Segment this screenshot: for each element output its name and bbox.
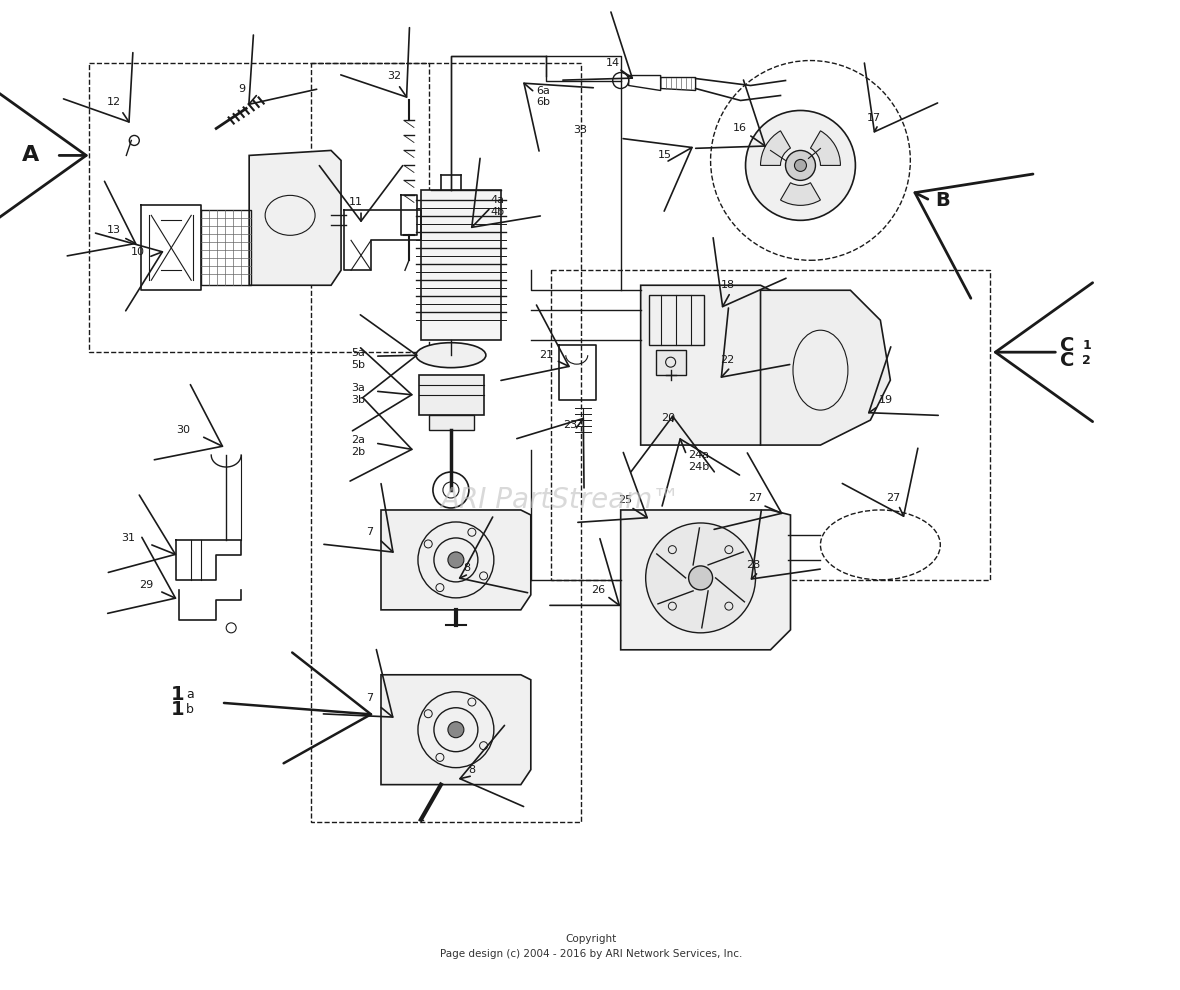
Text: 6a: 6a [536, 85, 550, 95]
Text: 22: 22 [721, 355, 735, 365]
Text: 2: 2 [1082, 353, 1090, 366]
Ellipse shape [417, 343, 486, 367]
Circle shape [689, 566, 713, 590]
Circle shape [786, 150, 815, 180]
Text: 2b: 2b [350, 447, 365, 457]
Text: 9: 9 [238, 83, 245, 93]
Text: 30: 30 [176, 425, 190, 435]
Text: b: b [186, 703, 195, 716]
Text: C: C [1060, 336, 1075, 354]
Text: 12: 12 [106, 97, 120, 108]
Circle shape [645, 523, 755, 633]
Text: 28: 28 [747, 560, 761, 570]
Circle shape [746, 111, 856, 221]
Circle shape [794, 159, 806, 171]
Polygon shape [761, 290, 891, 446]
Text: 8: 8 [468, 764, 476, 774]
Text: 23: 23 [563, 420, 577, 430]
Polygon shape [381, 510, 531, 610]
Text: 14: 14 [605, 57, 620, 67]
Text: 19: 19 [878, 395, 892, 405]
Wedge shape [780, 183, 820, 205]
Text: 5b: 5b [350, 360, 365, 370]
Text: A: A [21, 146, 39, 165]
Text: 15: 15 [657, 150, 671, 160]
Text: 10: 10 [131, 248, 145, 257]
Text: 27: 27 [886, 493, 900, 503]
Text: 8: 8 [463, 563, 470, 573]
Text: 1: 1 [171, 700, 185, 719]
Circle shape [448, 552, 464, 568]
Text: 6b: 6b [536, 97, 550, 108]
Polygon shape [381, 675, 531, 785]
Text: 17: 17 [866, 114, 880, 124]
Text: 5a: 5a [350, 348, 365, 358]
Polygon shape [621, 510, 791, 649]
Wedge shape [761, 131, 791, 165]
Text: 24b: 24b [689, 462, 710, 472]
Text: 3b: 3b [350, 395, 365, 405]
Text: 2a: 2a [350, 435, 365, 446]
Text: 21: 21 [539, 350, 553, 360]
Bar [656, 350, 686, 375]
Text: 1: 1 [1082, 339, 1090, 351]
Text: 16: 16 [733, 124, 747, 134]
Polygon shape [249, 150, 341, 285]
Text: C: C [1060, 350, 1075, 369]
Wedge shape [811, 131, 840, 165]
Text: 25: 25 [617, 495, 631, 505]
Bar [430, 415, 474, 430]
Text: 26: 26 [591, 585, 605, 595]
Text: 31: 31 [122, 533, 136, 543]
Bar [421, 190, 500, 341]
Polygon shape [641, 285, 771, 446]
Text: 27: 27 [748, 493, 762, 503]
Text: 1: 1 [171, 685, 185, 704]
Bar [649, 295, 703, 346]
Text: 7: 7 [366, 693, 373, 703]
Text: 32: 32 [387, 70, 401, 80]
Text: 7: 7 [366, 527, 373, 537]
Text: a: a [186, 688, 194, 701]
Text: 18: 18 [721, 280, 735, 290]
Text: 33: 33 [572, 126, 586, 136]
Text: 24a: 24a [689, 450, 709, 460]
Circle shape [448, 722, 464, 738]
Text: Copyright: Copyright [565, 935, 616, 944]
Text: Page design (c) 2004 - 2016 by ARI Network Services, Inc.: Page design (c) 2004 - 2016 by ARI Netwo… [439, 949, 742, 959]
Text: B: B [936, 191, 950, 210]
Text: 11: 11 [349, 197, 363, 207]
Bar [419, 375, 484, 415]
Text: 29: 29 [139, 580, 153, 590]
Text: 20: 20 [661, 413, 675, 423]
Text: 13: 13 [106, 226, 120, 236]
Text: 3a: 3a [350, 383, 365, 393]
Text: ARI PartStream™: ARI PartStream™ [441, 486, 681, 514]
Text: 4b: 4b [491, 207, 505, 218]
Text: 4a: 4a [491, 195, 505, 205]
